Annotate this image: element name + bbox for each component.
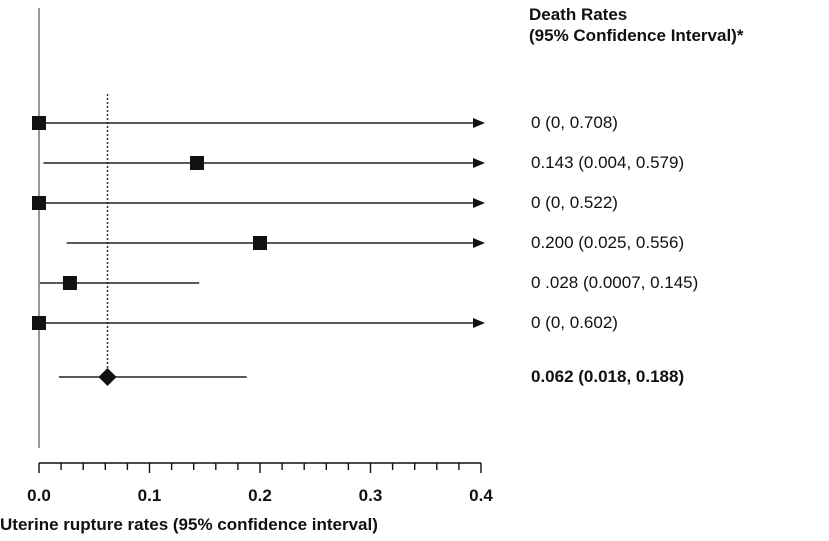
row-label-7: 0.062 (0.018, 0.188) <box>531 367 685 386</box>
estimate-marker-7 <box>98 368 117 386</box>
row-label-4: 0.200 (0.025, 0.556) <box>531 233 685 252</box>
x-tick-label: 0.2 <box>248 486 272 505</box>
estimate-marker-1 <box>32 116 46 130</box>
x-tick-label: 0.4 <box>469 486 493 505</box>
column-header-line-1: Death Rates <box>529 5 628 24</box>
x-tick-label: 0.3 <box>359 486 383 505</box>
row-label-2: 0.143 (0.004, 0.579) <box>531 153 685 172</box>
ci-arrow-4 <box>473 238 485 248</box>
row-label-6: 0 (0, 0.602) <box>531 313 618 332</box>
estimate-marker-6 <box>32 316 46 330</box>
estimate-marker-2 <box>190 156 205 170</box>
x-tick-label: 0.0 <box>27 486 51 505</box>
row-label-1: 0 (0, 0.708) <box>531 113 618 132</box>
column-header-line-2: (95% Confidence Interval)* <box>529 26 744 45</box>
ci-arrow-3 <box>473 198 485 208</box>
column-header: Death Rates (95% Confidence Interval)* <box>529 4 743 46</box>
ci-arrow-6 <box>473 318 485 328</box>
estimate-marker-4 <box>253 236 267 250</box>
ci-arrow-2 <box>473 158 485 168</box>
ci-arrow-1 <box>473 118 485 128</box>
estimate-marker-3 <box>32 196 46 210</box>
x-tick-label: 0.1 <box>138 486 162 505</box>
row-label-3: 0 (0, 0.522) <box>531 193 618 212</box>
estimate-marker-5 <box>62 276 77 290</box>
row-label-5: 0 .028 (0.0007, 0.145) <box>531 273 699 292</box>
x-axis-label: Uterine rupture rates (95% confidence in… <box>0 515 378 534</box>
